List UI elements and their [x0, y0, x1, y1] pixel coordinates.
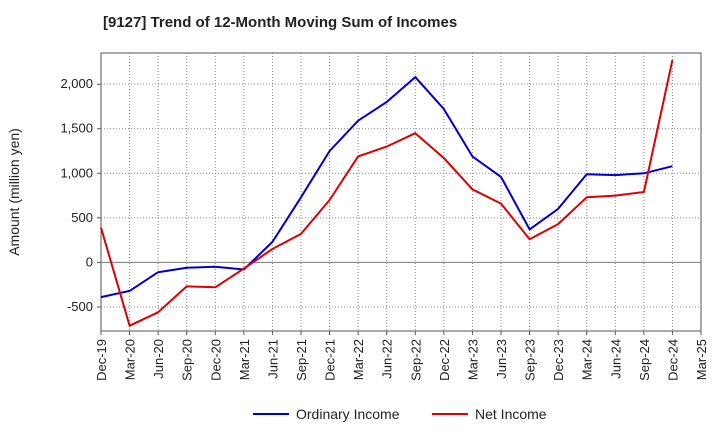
x-tick-label: Dec-23 — [551, 339, 566, 381]
x-tick-label: Mar-20 — [123, 339, 138, 380]
y-axis-label: Amount (million yen) — [6, 128, 22, 256]
x-tick-label: Dec-22 — [437, 339, 452, 381]
x-tick-label: Sep-23 — [523, 339, 538, 381]
x-tick-label: Jun-21 — [265, 339, 280, 379]
y-tick-label: -500 — [67, 299, 93, 314]
x-tick-label: Jun-24 — [608, 339, 623, 379]
x-tick-label: Dec-24 — [665, 339, 680, 381]
y-tick-label: 0 — [86, 254, 93, 269]
series-lines — [100, 59, 674, 327]
plot-area — [100, 52, 702, 332]
chart-title: [9127] Trend of 12-Month Moving Sum of I… — [103, 14, 458, 31]
x-tick-label: Jun-22 — [380, 339, 395, 379]
y-tick-label: 1,000 — [60, 165, 93, 180]
x-tick-label: Sep-20 — [180, 339, 195, 381]
axes: -500 0 500 1,000 1,500 2,000 Dec-19 Mar-20 Jun-2… — [6, 76, 709, 381]
x-tick-label: Dec-20 — [208, 339, 223, 381]
x-tick-label: Mar-23 — [465, 339, 480, 380]
ordinary-income-legend-label: Ordinary Income — [296, 406, 400, 422]
grid — [100, 52, 702, 332]
x-tick-label: Mar-22 — [351, 339, 366, 380]
net-income-line — [100, 59, 674, 327]
x-tick-label: Mar-25 — [694, 339, 709, 380]
x-tick-label: Dec-21 — [323, 339, 338, 381]
y-tick-label: 500 — [71, 210, 93, 225]
x-tick-label: Sep-24 — [637, 339, 652, 381]
x-tick-label: Dec-19 — [94, 339, 109, 381]
y-tick-label: 2,000 — [60, 76, 93, 91]
legend: Ordinary Income Net Income — [253, 406, 547, 422]
x-tick-label: Sep-22 — [408, 339, 423, 381]
y-tick-label: 1,500 — [60, 121, 93, 136]
ordinary-income-line — [100, 76, 673, 299]
net-income-legend-label: Net Income — [475, 406, 547, 422]
x-tick-label: Jun-20 — [151, 339, 166, 379]
x-tick-label: Sep-21 — [294, 339, 309, 381]
x-tick-label: Mar-21 — [237, 339, 252, 380]
x-tick-label: Jun-23 — [494, 339, 509, 379]
x-tick-label: Mar-24 — [580, 339, 595, 380]
